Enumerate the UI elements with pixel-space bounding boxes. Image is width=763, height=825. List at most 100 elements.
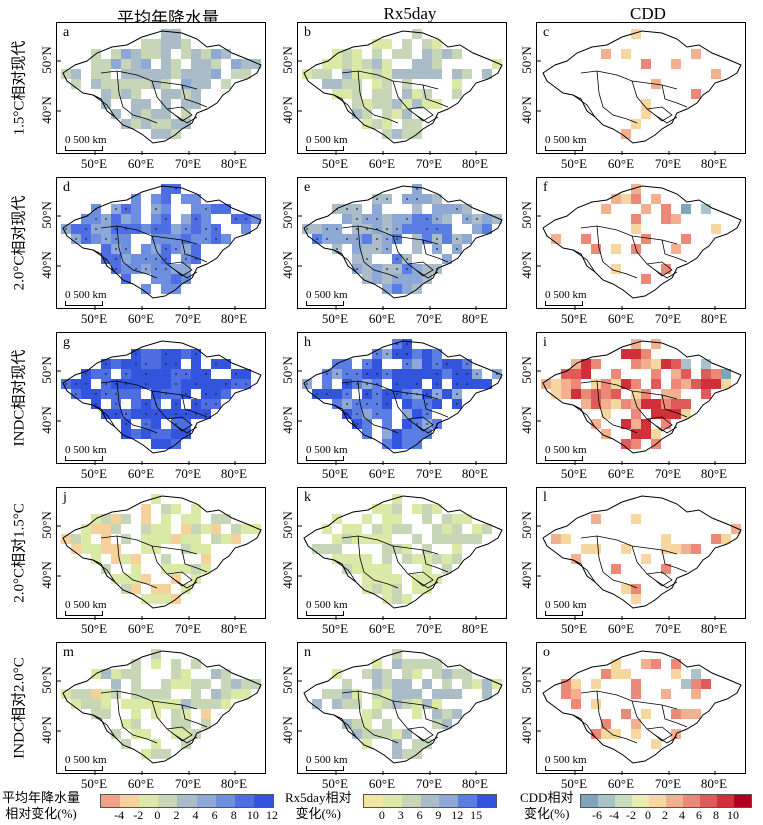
grid-cell — [422, 574, 432, 584]
grid-cell — [442, 534, 452, 544]
y-tick-label: 40°N — [519, 716, 534, 744]
grid-cell — [221, 514, 231, 524]
grid-cell — [171, 429, 181, 439]
significance-dot — [65, 228, 67, 230]
scale-label: 0 500 km — [306, 599, 348, 611]
grid-cell — [382, 584, 392, 594]
x-tick-label: 50°E — [80, 466, 108, 481]
grid-cell — [432, 719, 442, 729]
grid-cell — [392, 749, 402, 759]
grid-cell — [382, 79, 392, 89]
legend-swatch — [158, 795, 178, 807]
grid-cell — [151, 379, 161, 389]
y-tick-label: 40°N — [39, 716, 54, 744]
scale-bar — [65, 301, 103, 306]
grid-cell — [342, 359, 352, 369]
grid-cell — [121, 389, 131, 399]
grid-cell — [111, 544, 121, 554]
significance-dot — [185, 413, 187, 415]
legend-swatch — [177, 795, 197, 807]
grid-cell — [181, 739, 191, 749]
grid-cell — [111, 554, 121, 564]
grid-cell — [161, 379, 171, 389]
x-tick-label: 70°E — [415, 311, 443, 326]
significance-dot — [356, 423, 358, 425]
significance-dot — [306, 228, 308, 230]
grid-cell — [651, 659, 661, 669]
grid-cell — [181, 69, 191, 79]
grid-cell — [91, 369, 101, 379]
grid-cell — [121, 429, 131, 439]
grid-cell — [91, 544, 101, 554]
grid-cell — [161, 429, 171, 439]
grid-cell — [171, 39, 181, 49]
legend-tick: 0 — [378, 808, 385, 822]
significance-dot — [436, 363, 438, 365]
grid-cell — [492, 679, 502, 689]
significance-dot — [75, 393, 77, 395]
grid-cell — [621, 399, 631, 409]
grid-cell — [442, 679, 452, 689]
grid-cell — [711, 369, 721, 379]
significance-dot — [155, 228, 157, 230]
significance-dot — [85, 228, 87, 230]
country-border — [392, 700, 417, 736]
scale-bar — [65, 611, 103, 616]
grid-cell — [601, 379, 611, 389]
panel-label: l — [543, 490, 547, 505]
grid-cell — [711, 69, 721, 79]
significance-dot — [476, 373, 478, 375]
x-tick-label: 60°E — [368, 311, 396, 326]
grid-cell — [452, 69, 462, 79]
map-svg — [537, 495, 742, 620]
grid-cell — [422, 544, 432, 554]
grid-cell — [141, 69, 151, 79]
grid-cell — [201, 59, 211, 69]
grid-cell — [571, 554, 581, 564]
significance-dot — [426, 423, 428, 425]
grid-cell — [181, 234, 191, 244]
grid-cell — [101, 224, 111, 234]
grid-cell — [322, 69, 332, 79]
significance-dot — [366, 393, 368, 395]
significance-dot — [386, 353, 388, 355]
grid-cell — [701, 204, 711, 214]
map-panel-m: m 0 500 km — [56, 642, 266, 775]
grid-cell — [462, 679, 472, 689]
country-border — [333, 94, 357, 118]
x-tick-label: 50°E — [321, 776, 349, 791]
grid-cell — [171, 89, 181, 99]
x-tick-label: 50°E — [80, 156, 108, 171]
significance-dot — [155, 413, 157, 415]
grid-cell — [472, 534, 482, 544]
grid-cell — [671, 409, 681, 419]
grid-cell — [651, 429, 661, 439]
grid-cell — [181, 669, 191, 679]
grid-cell — [402, 284, 412, 294]
grid-cell — [191, 359, 201, 369]
panel-label: c — [543, 25, 550, 40]
grid-cell — [482, 679, 492, 689]
grid-cell — [641, 109, 651, 119]
grid-cell — [621, 194, 631, 204]
grid-cell — [101, 89, 111, 99]
grid-cell — [392, 514, 402, 524]
grid-cell — [422, 359, 432, 369]
grid-cell — [412, 119, 422, 129]
grid-cell — [141, 119, 151, 129]
grid-cell — [332, 689, 342, 699]
significance-dot — [466, 363, 468, 365]
country-border — [596, 225, 638, 279]
grid-cell — [372, 79, 382, 89]
scale-bar — [306, 611, 344, 616]
grid-cell — [221, 534, 231, 544]
grid-cell — [231, 524, 241, 534]
grid-cell — [231, 689, 241, 699]
significance-dot — [366, 373, 368, 375]
legend-swatch — [632, 795, 649, 807]
grid-cell — [412, 214, 422, 224]
grid-cell — [382, 719, 392, 729]
grid-cell — [352, 554, 362, 564]
grid-cell — [591, 544, 601, 554]
panel-label: k — [304, 490, 311, 505]
